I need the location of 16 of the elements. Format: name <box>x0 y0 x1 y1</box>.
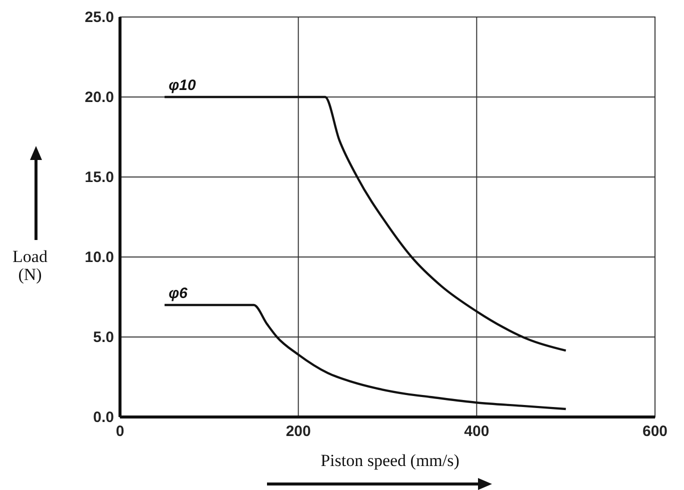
series-label: φ6 <box>168 285 188 302</box>
y-tick-label: 15.0 <box>84 169 114 186</box>
x-tick-label: 200 <box>286 423 311 440</box>
line-series <box>163 96 567 352</box>
line-series <box>163 304 567 410</box>
y-tick-label: 0.0 <box>93 409 114 426</box>
x-tick-label: 600 <box>642 423 668 440</box>
y-tick-label: 5.0 <box>93 329 114 346</box>
y-tick-label: 20.0 <box>84 89 114 106</box>
x-axis-title: Piston speed (mm/s) <box>320 451 460 470</box>
y-axis-title: Load (N) <box>12 247 48 284</box>
x-tick-label: 400 <box>464 423 490 440</box>
series-label: φ10 <box>168 77 196 94</box>
y-tick-label: 25.0 <box>84 9 114 26</box>
y-tick-label: 10.0 <box>84 249 114 266</box>
x-tick-label: 0 <box>116 423 124 440</box>
